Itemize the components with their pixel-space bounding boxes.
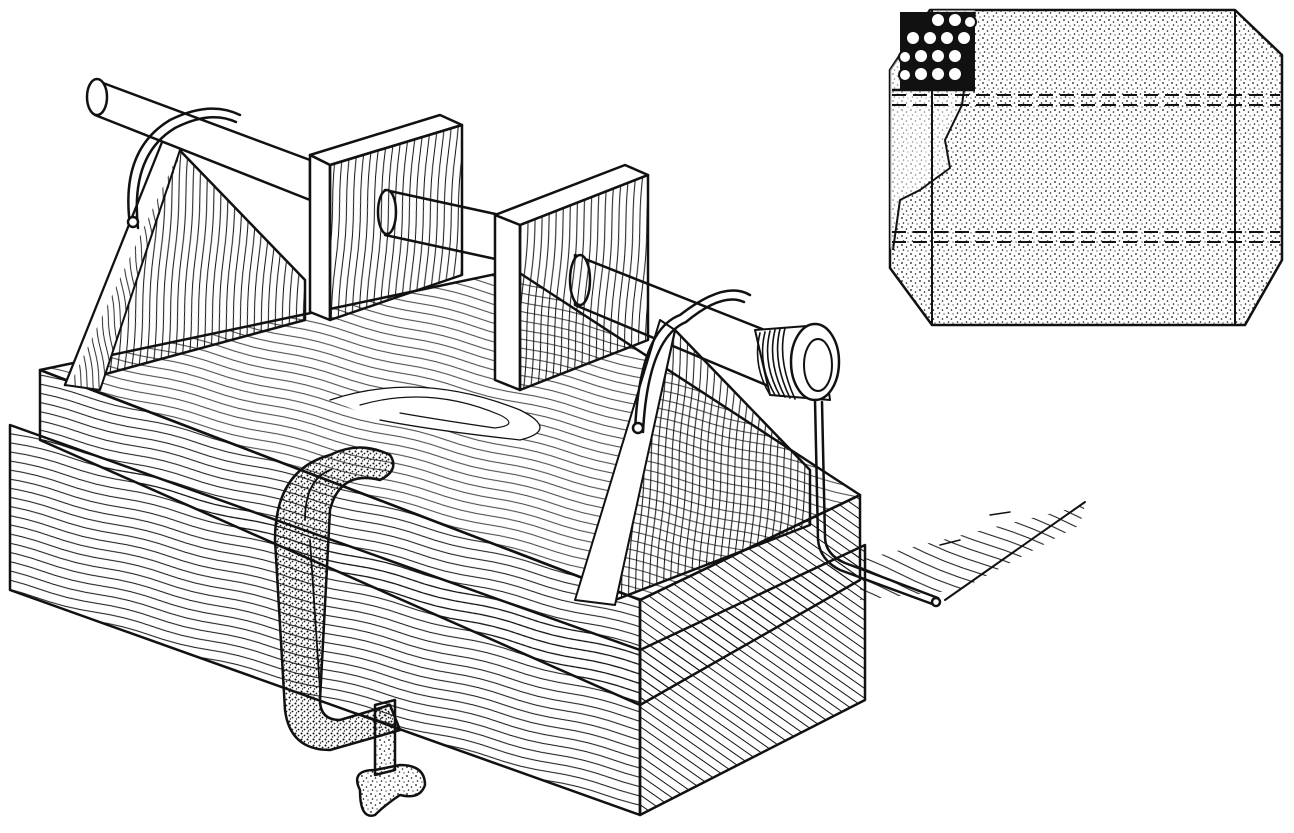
right-disc-block	[493, 163, 650, 392]
left-disc-block	[308, 113, 464, 322]
wire-guides	[126, 107, 942, 608]
c-clamp	[273, 446, 427, 817]
exposed-wire-turns	[898, 12, 977, 90]
wire-coil	[754, 322, 841, 402]
bench-surface	[860, 501, 1086, 601]
right-upright	[574, 319, 812, 606]
winding-jig	[8, 77, 1086, 817]
coil-cross-section-inset	[888, 8, 1284, 327]
